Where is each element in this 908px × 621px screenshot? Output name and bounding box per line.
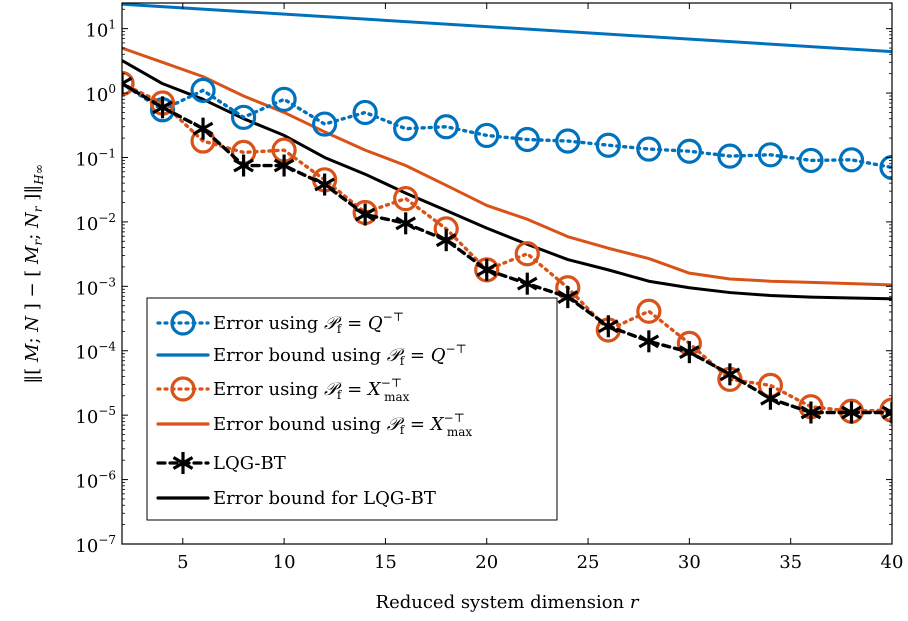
series-5	[122, 59, 892, 301]
data-point	[190, 77, 216, 103]
data-point	[636, 298, 662, 324]
series-1	[122, 3, 892, 54]
legend-label: Error using 𝒫f = X−⊤ max	[213, 376, 410, 404]
legend-label: Error using 𝒫f = Q−⊤	[213, 310, 404, 336]
y-tick-label: 10−7	[75, 533, 116, 557]
legend-marker	[172, 452, 194, 474]
data-point	[393, 116, 419, 142]
x-tick-label: 40	[881, 552, 904, 573]
series-line	[122, 46, 892, 287]
data-point	[314, 173, 335, 196]
data-point	[312, 111, 338, 137]
legend-label: LQG-BT	[213, 453, 286, 474]
legend-label: Error bound using 𝒫f = Q−⊤	[213, 342, 467, 368]
data-point	[514, 126, 540, 153]
data-point	[676, 138, 702, 164]
y-tick-label: 100	[85, 82, 116, 106]
data-point	[719, 363, 741, 386]
x-tick-label: 10	[273, 552, 296, 573]
y-tick-label: 10−4	[75, 340, 116, 364]
data-point	[122, 72, 133, 95]
data-point	[717, 143, 743, 169]
data-point	[474, 122, 500, 149]
legend-box	[146, 297, 558, 521]
x-tick-label: 5	[177, 552, 188, 573]
data-point	[879, 397, 892, 423]
series-layer	[122, 3, 892, 424]
data-point	[435, 229, 457, 252]
data-point	[514, 241, 540, 267]
x-tick-label: 35	[779, 552, 802, 573]
series-line	[122, 81, 892, 170]
data-point	[679, 341, 700, 364]
legend-label: Error bound using 𝒫f = X−⊤ max	[213, 411, 472, 439]
data-point	[395, 212, 417, 235]
ticks-layer: 5 10 15 20 25 30 35 40 101 100 10−1 10−2 10−3 10−4 10−…	[75, 3, 903, 573]
data-point	[354, 203, 376, 226]
series-3	[122, 46, 892, 287]
data-point	[597, 315, 619, 338]
y-tick-label: 10−5	[75, 404, 116, 428]
data-point	[192, 117, 214, 140]
x-axis-label: Reduced system dimension r	[376, 592, 640, 613]
x-tick-label: 25	[577, 552, 600, 573]
data-point	[879, 154, 892, 181]
data-point	[798, 147, 824, 174]
series-4	[122, 72, 892, 424]
series-line	[122, 3, 892, 54]
legend-item: Error bound using 𝒫f = Q−⊤	[156, 342, 467, 368]
data-point	[760, 387, 781, 410]
data-point	[595, 132, 621, 158]
data-point	[555, 128, 581, 154]
svg-text:‖[ M; N ] − [ Mr; Nr ]‖H∞: ‖[ M; N ] − [ Mr; Nr ]‖H∞	[22, 164, 46, 383]
data-point	[516, 272, 538, 295]
data-point	[152, 96, 173, 119]
y-tick-label: 101	[85, 18, 116, 42]
data-point	[838, 147, 865, 173]
data-point	[638, 330, 660, 353]
data-point	[433, 114, 459, 140]
data-point	[800, 401, 822, 424]
data-point	[757, 142, 784, 168]
legend-marker	[170, 310, 196, 336]
data-point	[557, 286, 579, 309]
series-line	[122, 81, 892, 413]
legend-item: Error using 𝒫f = Q−⊤	[156, 310, 404, 336]
x-tick-label: 20	[475, 552, 498, 573]
legend-label: Error bound for LQG-BT	[213, 488, 436, 509]
legend-item: Error using 𝒫f = X−⊤ max	[156, 376, 410, 404]
x-tick-label: 30	[678, 552, 701, 573]
data-point	[841, 401, 862, 424]
data-point	[476, 258, 498, 281]
y-tick-label: 10−2	[75, 211, 116, 235]
y-tick-label: 10−6	[75, 469, 116, 493]
legend-marker	[170, 376, 196, 402]
data-point	[881, 401, 892, 424]
data-point	[122, 71, 135, 97]
data-point	[230, 104, 257, 130]
data-point	[273, 154, 295, 177]
legend-item: Error bound using 𝒫f = X−⊤ max	[156, 411, 472, 439]
y-tick-label: 10−3	[75, 275, 116, 299]
plot-frame	[121, 2, 893, 545]
data-point	[271, 86, 297, 112]
data-point	[636, 136, 662, 162]
x-tick-label: 15	[374, 552, 397, 573]
y-axis-label: ‖[ M; N ] − [ Mr; Nr ]‖H∞	[22, 164, 46, 383]
legend: Error using 𝒫f = Q−⊤ Error bound using 𝒫f…	[146, 297, 558, 521]
legend-item: Error bound for LQG-BT	[156, 488, 436, 509]
y-tick-label: 10−1	[75, 146, 116, 170]
series-line	[122, 59, 892, 301]
data-point	[393, 185, 419, 212]
data-point	[352, 99, 378, 126]
data-point	[233, 154, 254, 177]
legend-item: LQG-BT	[156, 452, 286, 474]
